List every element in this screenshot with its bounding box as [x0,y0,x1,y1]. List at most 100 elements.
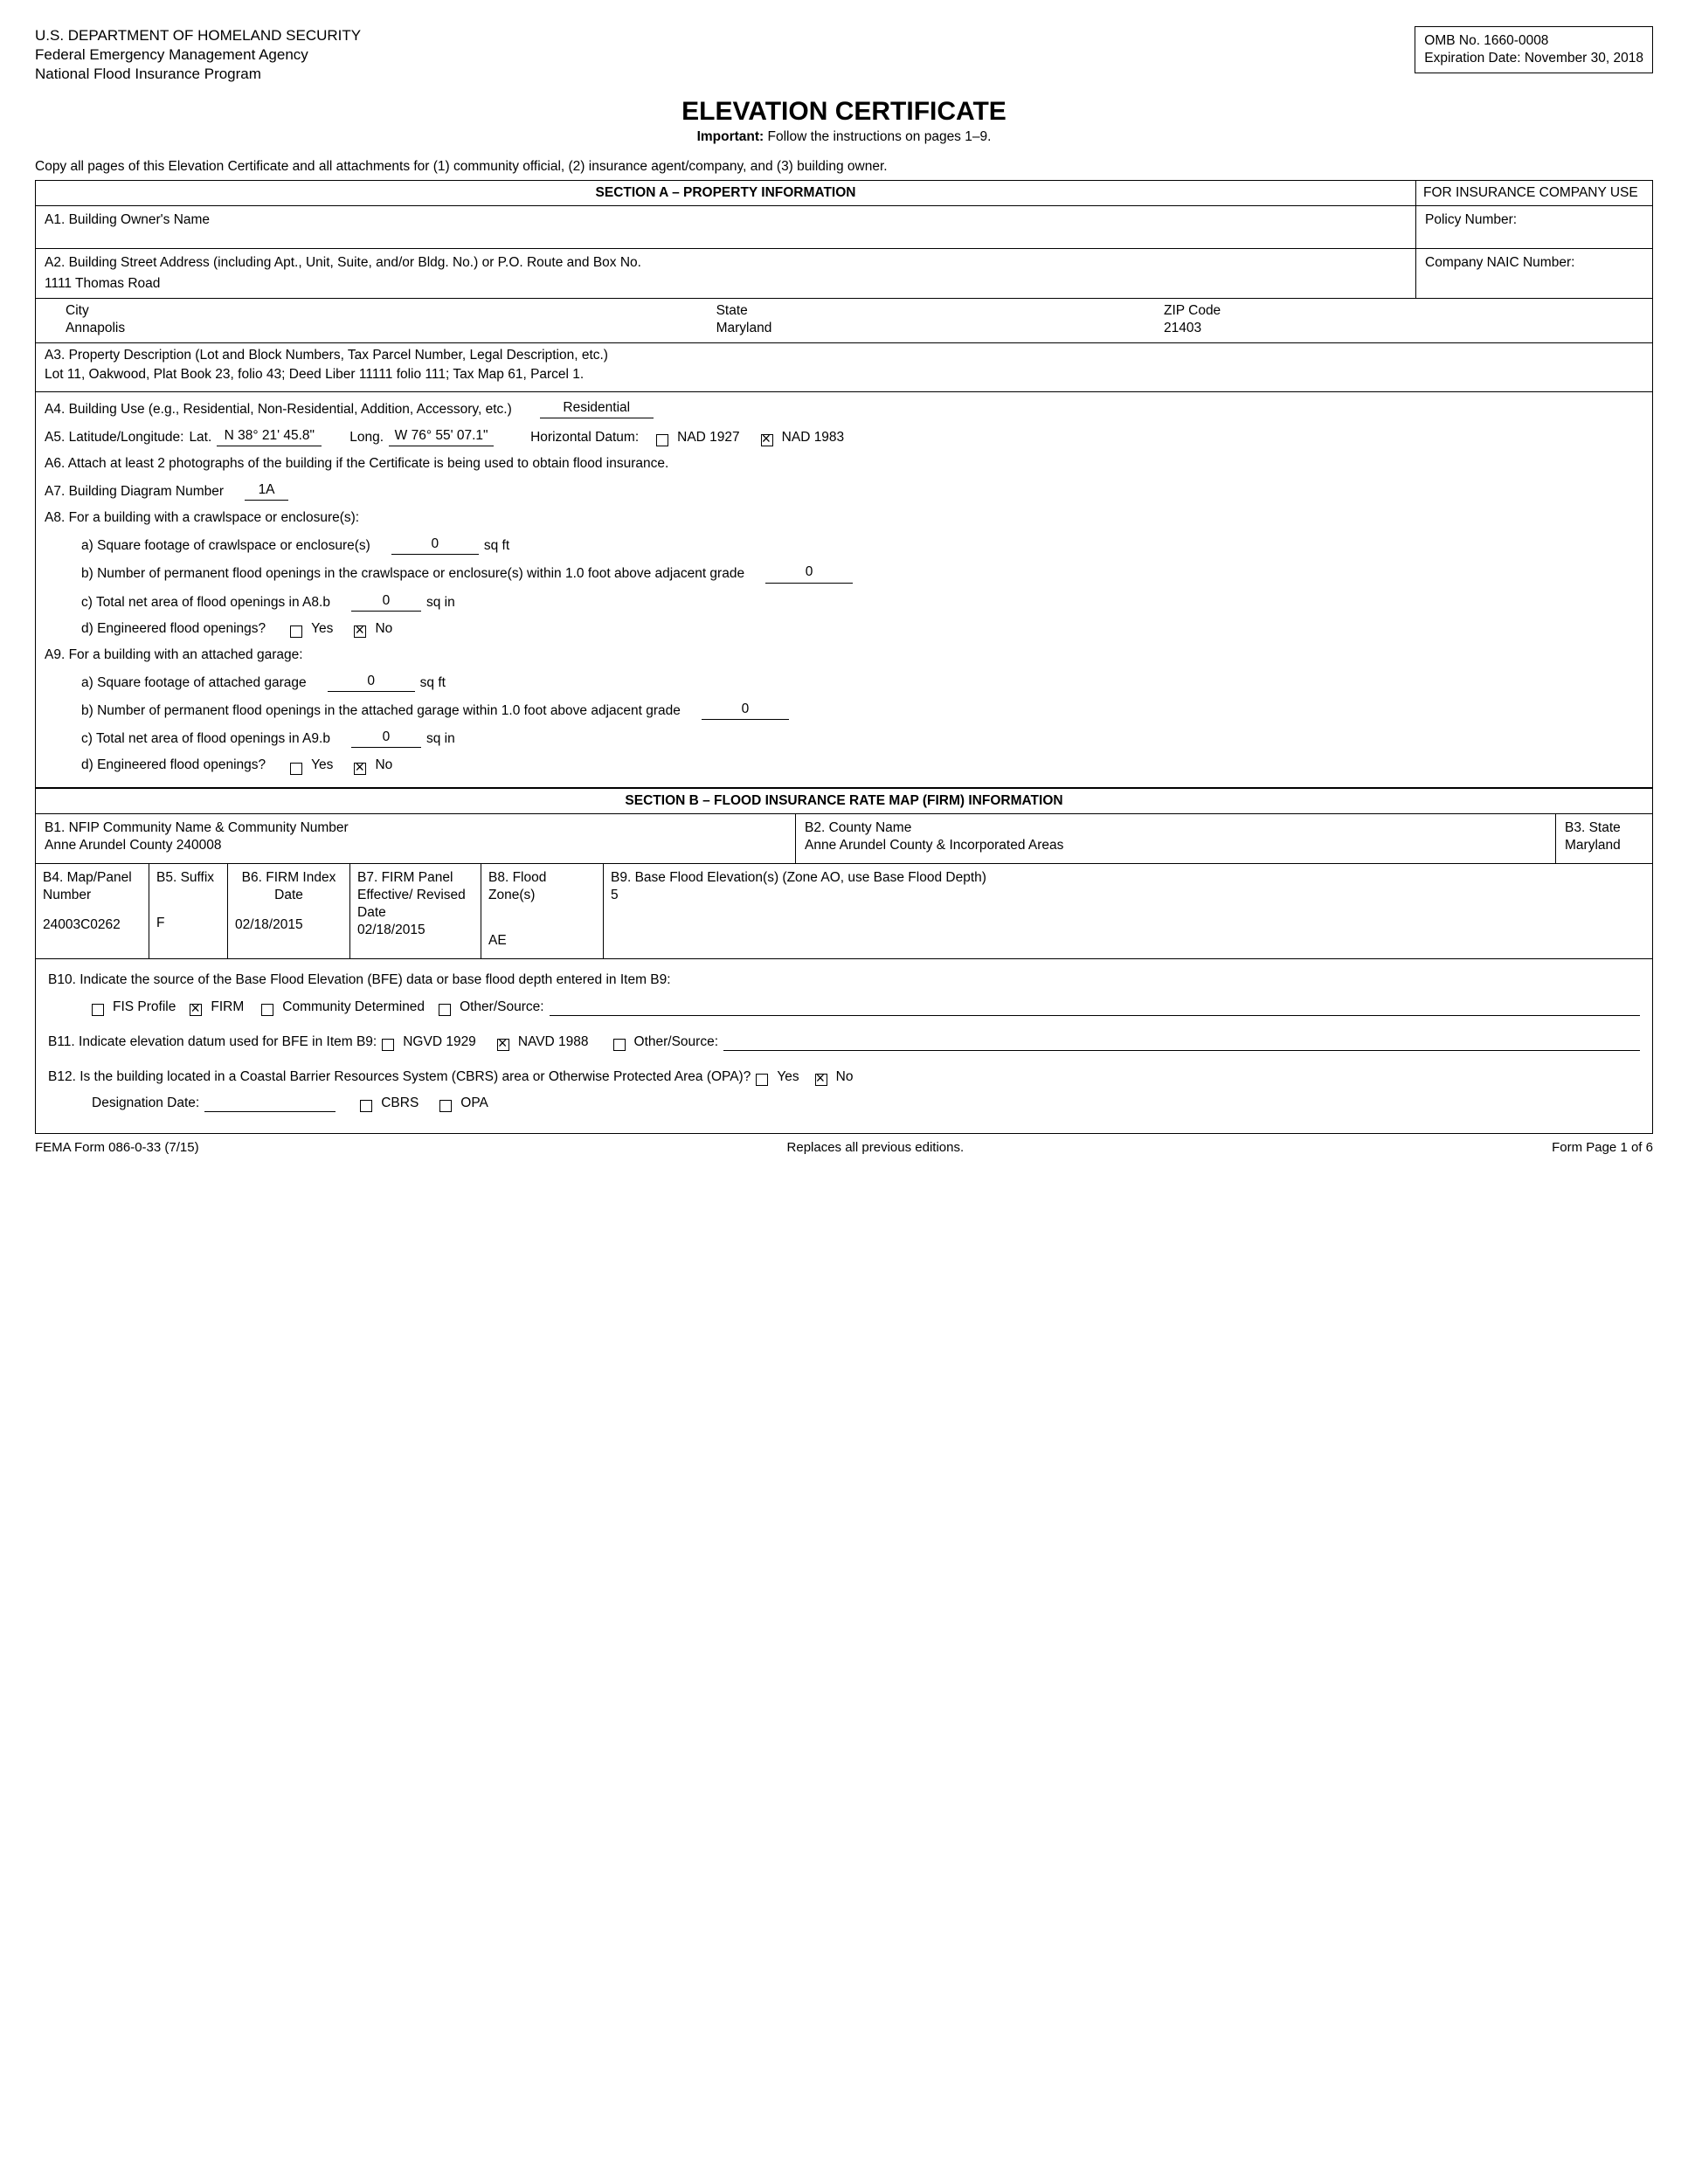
other-source-checkbox[interactable] [439,1004,451,1016]
b12-no-checkbox[interactable] [815,1074,827,1086]
b11-label: B11. Indicate elevation datum used for B… [48,1033,377,1051]
desig-date-field[interactable] [204,1110,336,1112]
b6-label: B6. FIRM Index Date [235,869,342,904]
nad1927-checkbox[interactable] [656,434,668,446]
a9d-no-checkbox[interactable] [354,763,366,775]
cbrs-checkbox[interactable] [360,1100,372,1112]
a9a-val[interactable]: 0 [328,673,415,692]
lat-val[interactable]: N 38° 21' 45.8" [217,427,322,446]
a8c-label: c) Total net area of flood openings in A… [81,594,330,612]
a9d-yes-checkbox[interactable] [290,763,302,775]
a9a: a) Square footage of attached garage 0 s… [45,673,1643,692]
a9b-val[interactable]: 0 [702,701,789,720]
a8d-no: No [375,620,392,638]
b12-desig: Designation Date: CBRS OPA [48,1095,1640,1112]
a8a: a) Square footage of crawlspace or enclo… [45,536,1643,555]
footer-right: Form Page 1 of 6 [1552,1139,1653,1157]
b10-b12: B10. Indicate the source of the Base Flo… [36,959,1652,1133]
firm: FIRM [211,999,244,1016]
lat-prefix: Lat. [189,429,211,446]
b11-other-checkbox[interactable] [613,1039,626,1051]
b1-val: Anne Arundel County 240008 [45,837,786,854]
b1: B1. NFIP Community Name & Community Numb… [36,814,796,863]
omb-box: OMB No. 1660-0008 Expiration Date: Novem… [1415,26,1653,73]
sqft2: sq ft [420,674,446,692]
a2-row: A2. Building Street Address (including A… [36,249,1652,299]
b6: B6. FIRM Index Date 02/18/2015 [228,864,350,958]
opa: OPA [460,1095,488,1112]
other-source-field[interactable] [550,1015,1640,1016]
a8a-label: a) Square footage of crawlspace or enclo… [81,537,370,555]
a6: A6. Attach at least 2 photographs of the… [45,455,1643,473]
subtitle: Important: Follow the instructions on pa… [35,128,1653,146]
subtitle-strong: Important: [697,129,764,144]
opa-checkbox[interactable] [439,1100,452,1112]
b8-val: AE [488,932,596,950]
a9d-label: d) Engineered flood openings? [81,757,266,774]
a9c-val[interactable]: 0 [351,729,421,748]
a9b-label: b) Number of permanent flood openings in… [81,702,681,720]
b9: B9. Base Flood Elevation(s) (Zone AO, us… [604,864,1652,958]
b11-other: Other/Source: [634,1033,719,1051]
a8d-yes: Yes [311,620,333,638]
b3-val: Maryland [1565,837,1643,854]
b8-label: B8. Flood Zone(s) [488,869,596,904]
section-a-header: SECTION A – PROPERTY INFORMATION [36,181,1416,205]
b2-val: Anne Arundel County & Incorporated Areas [805,837,1546,854]
a8d-yes-checkbox[interactable] [290,625,302,638]
agency: Federal Emergency Management Agency [35,45,361,65]
a8b-val[interactable]: 0 [765,563,853,583]
b11: B11. Indicate elevation datum used for B… [48,1033,1640,1051]
section-b-header: SECTION B – FLOOD INSURANCE RATE MAP (FI… [36,788,1652,814]
a9b: b) Number of permanent flood openings in… [45,701,1643,720]
a1-label: A1. Building Owner's Name [36,206,1416,248]
comm-det: Community Determined [282,999,425,1016]
long-val[interactable]: W 76° 55' 07.1" [389,427,494,446]
a3-label: A3. Property Description (Lot and Block … [45,347,1643,364]
firm-checkbox[interactable] [190,1004,202,1016]
city-state-zip: City Annapolis State Maryland ZIP Code 2… [36,299,1652,343]
b12-yes-checkbox[interactable] [756,1074,768,1086]
comm-det-checkbox[interactable] [261,1004,273,1016]
a9c: c) Total net area of flood openings in A… [45,729,1643,748]
naic-label: Company NAIC Number: [1416,249,1652,298]
header: U.S. DEPARTMENT OF HOMELAND SECURITY Fed… [35,26,1653,84]
zip-val: 21403 [1164,320,1643,337]
b11-other-field[interactable] [723,1050,1640,1051]
ngvd-checkbox[interactable] [382,1039,394,1051]
omb-exp: Expiration Date: November 30, 2018 [1424,50,1643,67]
a8a-val[interactable]: 0 [391,536,479,555]
b2: B2. County Name Anne Arundel County & In… [796,814,1556,863]
a1-row: A1. Building Owner's Name Policy Number: [36,206,1652,249]
b1-label: B1. NFIP Community Name & Community Numb… [45,819,786,837]
a3: A3. Property Description (Lot and Block … [36,343,1652,391]
a8c: c) Total net area of flood openings in A… [45,592,1643,612]
a3-val: Lot 11, Oakwood, Plat Book 23, folio 43;… [45,366,1643,384]
a8d-no-checkbox[interactable] [354,625,366,638]
nad1983: NAD 1983 [782,429,845,446]
a8d: d) Engineered flood openings? Yes No [45,620,1643,638]
b5-label: B5. Suffix [156,869,220,887]
b9-val: 5 [611,887,1645,904]
navd-checkbox[interactable] [497,1039,509,1051]
b7-val: 02/18/2015 [357,922,474,939]
fis-checkbox[interactable] [92,1004,104,1016]
ngvd: NGVD 1929 [403,1033,476,1051]
a8b: b) Number of permanent flood openings in… [45,563,1643,583]
program: National Flood Insurance Program [35,65,361,84]
city-col: City Annapolis [45,302,716,337]
b12-no: No [836,1068,854,1086]
a7-val[interactable]: 1A [245,481,288,501]
b3: B3. State Maryland [1556,814,1652,863]
a8c-val[interactable]: 0 [351,592,421,612]
a4-val[interactable]: Residential [540,399,654,418]
state-val: Maryland [716,320,1164,337]
nad1983-checkbox[interactable] [761,434,773,446]
datum-label: Horizontal Datum: [530,429,639,446]
b3-label: B3. State [1565,819,1643,837]
b6-val: 02/18/2015 [235,916,342,934]
desig-date: Designation Date: [92,1095,199,1112]
a7-label: A7. Building Diagram Number [45,483,224,501]
zip-label: ZIP Code [1164,302,1643,320]
zip-col: ZIP Code 21403 [1164,302,1643,337]
